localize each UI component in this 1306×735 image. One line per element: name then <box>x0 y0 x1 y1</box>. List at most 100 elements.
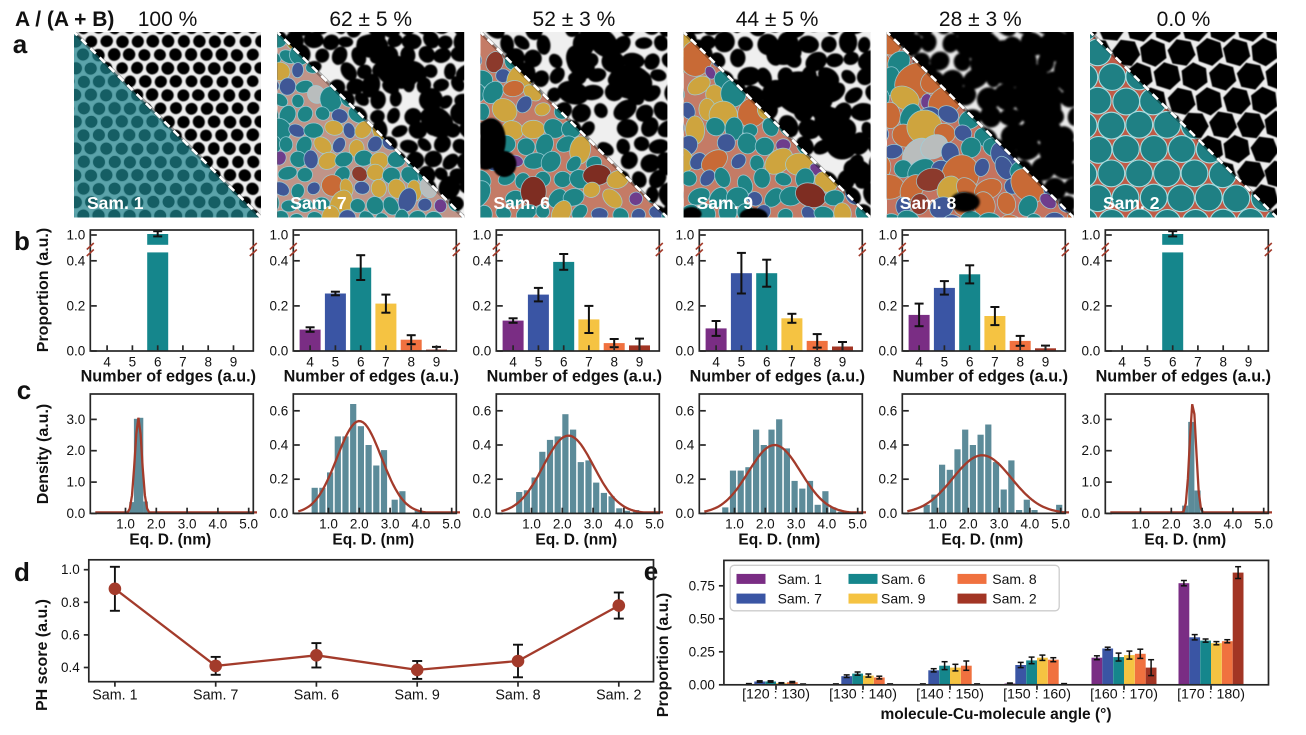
svg-text:6: 6 <box>357 355 365 370</box>
svg-text:0.2: 0.2 <box>879 298 898 313</box>
svg-text:Number of edges (a.u.): Number of edges (a.u.) <box>284 368 459 386</box>
svg-text:3.0: 3.0 <box>1193 517 1212 532</box>
svg-text:0.4: 0.4 <box>473 438 492 453</box>
svg-text:0.0: 0.0 <box>1082 344 1101 359</box>
svg-text:0.6: 0.6 <box>270 403 289 418</box>
svg-text:7: 7 <box>991 355 999 370</box>
svg-text:1.0: 1.0 <box>473 228 492 243</box>
svg-text:0.0: 0.0 <box>879 344 898 359</box>
svg-text:0.50: 0.50 <box>689 611 715 626</box>
svg-text:2.0: 2.0 <box>350 517 369 532</box>
svg-text:1.0: 1.0 <box>319 517 338 532</box>
svg-text:0.0: 0.0 <box>473 506 492 521</box>
svg-text:9: 9 <box>636 355 644 370</box>
svg-text:1.0: 1.0 <box>270 228 289 243</box>
svg-text:0.0: 0.0 <box>270 506 289 521</box>
svg-text:44 ± 5 %: 44 ± 5 % <box>736 8 819 31</box>
svg-text:[130 : 140): [130 : 140) <box>829 687 897 703</box>
svg-text:0.75: 0.75 <box>689 578 715 593</box>
svg-text:Sam. 7: Sam. 7 <box>193 688 238 704</box>
svg-text:b: b <box>14 226 30 256</box>
svg-text:4: 4 <box>306 355 314 370</box>
svg-text:Number of edges (a.u.): Number of edges (a.u.) <box>690 368 865 386</box>
svg-text:0.4: 0.4 <box>270 253 289 268</box>
svg-text:8: 8 <box>204 355 212 370</box>
svg-text:8: 8 <box>1016 355 1024 370</box>
svg-text:2.0: 2.0 <box>1162 517 1181 532</box>
svg-text:0.0: 0.0 <box>67 344 86 359</box>
svg-text:a: a <box>13 29 28 59</box>
svg-text:Sam. 6: Sam. 6 <box>881 571 926 587</box>
svg-text:0.6: 0.6 <box>879 403 898 418</box>
svg-text:Sam. 8: Sam. 8 <box>900 193 957 213</box>
svg-text:4.0: 4.0 <box>818 517 837 532</box>
svg-text:100 %: 100 % <box>138 8 198 31</box>
svg-text:0.2: 0.2 <box>1082 298 1101 313</box>
svg-text:6: 6 <box>966 355 974 370</box>
svg-text:28 ± 3 %: 28 ± 3 % <box>939 8 1022 31</box>
svg-text:Eq. D. (nm): Eq. D. (nm) <box>738 532 820 549</box>
svg-text:0.2: 0.2 <box>676 298 695 313</box>
svg-text:2.0: 2.0 <box>756 517 775 532</box>
svg-text:0.4: 0.4 <box>879 438 898 453</box>
svg-text:2.0: 2.0 <box>553 517 572 532</box>
svg-text:c: c <box>17 375 31 405</box>
svg-text:62 ± 5 %: 62 ± 5 % <box>329 8 412 31</box>
svg-text:3.0: 3.0 <box>67 412 86 427</box>
svg-text:7: 7 <box>788 355 796 370</box>
svg-text:4.0: 4.0 <box>615 517 634 532</box>
svg-text:[170 : 180): [170 : 180) <box>1177 687 1245 703</box>
svg-text:molecule-Cu-molecule angle (°: molecule-Cu-molecule angle (°) <box>881 706 1112 723</box>
svg-text:5.0: 5.0 <box>239 517 258 532</box>
svg-text:4: 4 <box>509 355 517 370</box>
svg-text:0.2: 0.2 <box>270 472 289 487</box>
svg-text:0.2: 0.2 <box>473 298 492 313</box>
svg-text:0.6: 0.6 <box>61 627 80 642</box>
svg-text:Sam. 2: Sam. 2 <box>1103 193 1160 213</box>
svg-text:[140 : 150): [140 : 150) <box>916 687 984 703</box>
svg-text:Proportion (a.u.): Proportion (a.u.) <box>35 228 52 352</box>
svg-text:4: 4 <box>915 355 923 370</box>
svg-text:6: 6 <box>1169 355 1177 370</box>
svg-text:0.4: 0.4 <box>270 438 289 453</box>
svg-text:1.0: 1.0 <box>1082 228 1101 243</box>
svg-text:1.0: 1.0 <box>1082 475 1101 490</box>
svg-text:Eq. D. (nm): Eq. D. (nm) <box>1144 532 1226 549</box>
svg-text:0.0: 0.0 <box>270 344 289 359</box>
svg-text:[120 : 130): [120 : 130) <box>742 687 810 703</box>
svg-text:Sam. 2: Sam. 2 <box>596 688 641 704</box>
svg-text:2.0: 2.0 <box>67 443 86 458</box>
svg-text:3.0: 3.0 <box>178 517 197 532</box>
svg-text:1.0: 1.0 <box>928 517 947 532</box>
svg-text:0.6: 0.6 <box>473 403 492 418</box>
svg-text:0.6: 0.6 <box>676 403 695 418</box>
svg-text:7: 7 <box>382 355 390 370</box>
svg-text:PH score (a.u.): PH score (a.u.) <box>34 599 51 711</box>
svg-text:Number of edges (a.u.): Number of edges (a.u.) <box>1096 368 1271 386</box>
svg-text:5: 5 <box>129 355 137 370</box>
svg-text:5: 5 <box>941 355 949 370</box>
svg-text:0.2: 0.2 <box>67 298 86 313</box>
svg-text:4.0: 4.0 <box>412 517 431 532</box>
svg-text:1.0: 1.0 <box>522 517 541 532</box>
svg-text:4: 4 <box>1118 355 1126 370</box>
svg-text:6: 6 <box>560 355 568 370</box>
svg-text:4.0: 4.0 <box>1224 517 1243 532</box>
svg-text:2.0: 2.0 <box>1082 443 1101 458</box>
svg-text:3.0: 3.0 <box>584 517 603 532</box>
svg-text:1.0: 1.0 <box>1131 517 1150 532</box>
svg-text:[160 : 170): [160 : 170) <box>1090 687 1158 703</box>
svg-text:Sam. 1: Sam. 1 <box>92 688 137 704</box>
svg-text:8: 8 <box>1219 355 1227 370</box>
svg-text:Density (a.u.): Density (a.u.) <box>35 404 52 504</box>
svg-text:0.0: 0.0 <box>1082 506 1101 521</box>
svg-text:0.0: 0.0 <box>879 506 898 521</box>
svg-text:2.0: 2.0 <box>959 517 978 532</box>
svg-text:3.0: 3.0 <box>990 517 1009 532</box>
svg-text:1.0: 1.0 <box>676 228 695 243</box>
svg-text:0.2: 0.2 <box>473 472 492 487</box>
svg-text:0.4: 0.4 <box>676 253 695 268</box>
svg-text:Number of edges (a.u.): Number of edges (a.u.) <box>81 368 256 386</box>
svg-text:5.0: 5.0 <box>1051 517 1070 532</box>
svg-text:0.0: 0.0 <box>67 506 86 521</box>
